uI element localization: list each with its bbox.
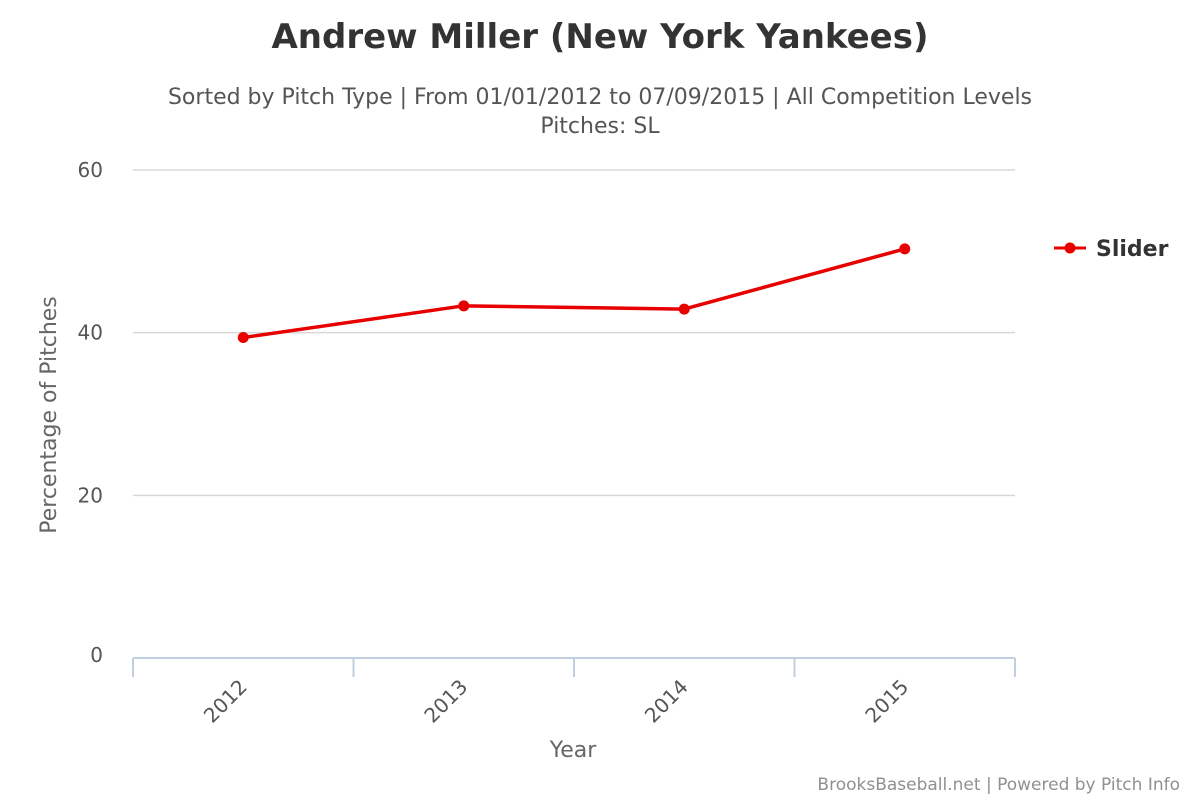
legend-label-slider: Slider xyxy=(1096,237,1169,262)
series-line-slider xyxy=(241,247,907,340)
legend-marker-dot xyxy=(1064,242,1076,254)
x-tick-label-2015: 2015 xyxy=(860,675,913,728)
y-tick-label-0: 0 xyxy=(90,643,103,667)
x-axis-ticks: 2012 2013 2014 2015 xyxy=(199,675,913,728)
y-tick-label-60: 60 xyxy=(78,158,103,182)
series-layer xyxy=(237,243,911,344)
x-tick-label-2013: 2013 xyxy=(419,675,472,728)
data-point-2012[interactable] xyxy=(237,332,249,344)
y-axis-ticks: 0 20 40 60 xyxy=(78,158,103,667)
x-axis-title: Year xyxy=(549,738,598,763)
chart-credits[interactable]: BrooksBaseball.net | Powered by Pitch In… xyxy=(817,775,1180,795)
y-tick-label-40: 40 xyxy=(78,321,103,345)
x-tick-label-2012: 2012 xyxy=(199,675,252,728)
y-tick-label-20: 20 xyxy=(78,483,103,507)
data-point-2015[interactable] xyxy=(899,243,911,255)
chart-subtitle-line-1: Sorted by Pitch Type | From 01/01/2012 t… xyxy=(168,85,1032,110)
legend[interactable]: Slider xyxy=(1054,237,1169,262)
data-point-2013[interactable] xyxy=(458,300,470,312)
x-tick-label-2014: 2014 xyxy=(640,675,693,728)
chart-subtitle-line-2: Pitches: SL xyxy=(540,114,660,139)
x-axis xyxy=(132,657,1016,677)
chart-title: Andrew Miller (New York Yankees) xyxy=(271,17,928,57)
data-point-2014[interactable] xyxy=(678,303,690,315)
y-axis-title: Percentage of Pitches xyxy=(37,296,62,534)
